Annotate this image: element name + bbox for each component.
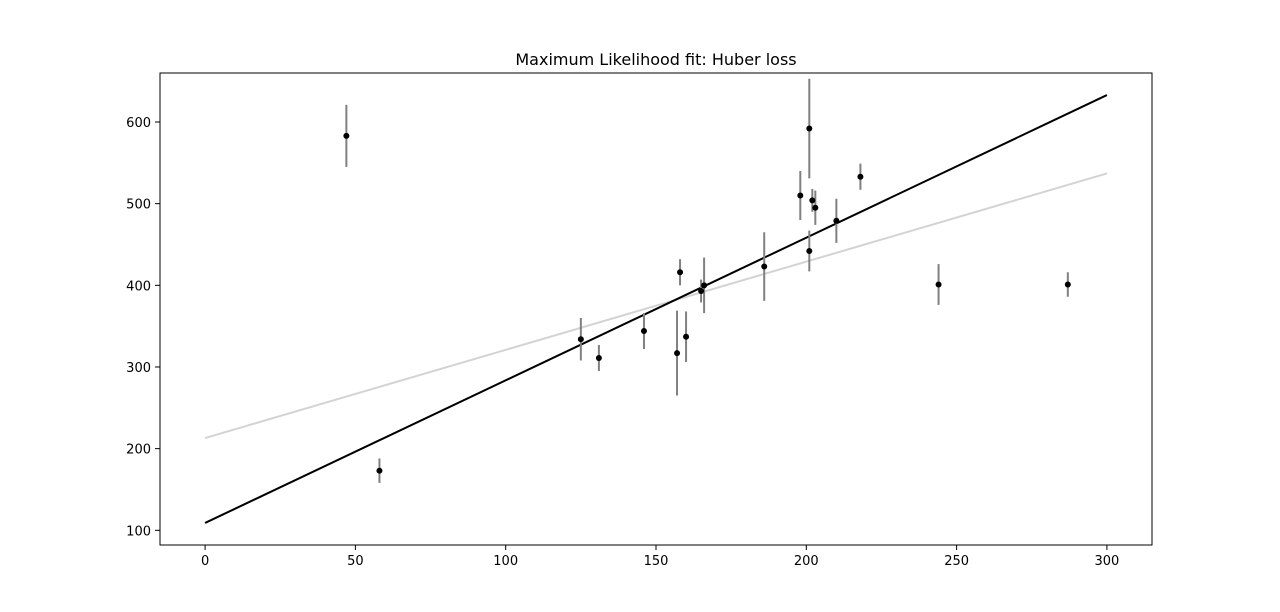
data-point (806, 248, 813, 255)
data-point (640, 328, 647, 335)
plot-area (204, 78, 1108, 524)
chart-title: Maximum Likelihood fit: Huber loss (515, 50, 796, 69)
data-point (343, 132, 350, 139)
data-point (577, 336, 584, 343)
data-point (761, 263, 768, 270)
data-point (809, 197, 816, 204)
y-tick-label: 500 (126, 198, 151, 213)
data-point (683, 333, 690, 340)
data-point (376, 467, 383, 474)
data-point (677, 269, 684, 276)
data-point (833, 217, 840, 224)
y-tick-label: 600 (126, 116, 151, 131)
data-point (857, 173, 864, 180)
x-tick-label: 200 (794, 554, 819, 569)
x-tick-label: 0 (201, 554, 209, 569)
data-point (806, 125, 813, 132)
data-point (935, 281, 942, 288)
x-tick-label: 100 (493, 554, 518, 569)
x-tick-label: 50 (347, 554, 364, 569)
data-point (698, 288, 705, 295)
y-tick-label: 300 (126, 361, 151, 376)
data-point (674, 350, 681, 357)
y-tick-label: 400 (126, 279, 151, 294)
data-point (701, 282, 708, 289)
axes: 0 50 100 150 200 250 300 100 200 300 400 500 600 (126, 72, 1153, 569)
data-point (595, 354, 602, 361)
reference-fit-line (204, 172, 1108, 439)
huber-fit-line (204, 94, 1108, 524)
y-tick-label: 100 (126, 524, 151, 539)
data-point (812, 204, 819, 211)
x-tick-label: 250 (944, 554, 969, 569)
data-point (797, 192, 804, 199)
x-tick-label: 150 (644, 554, 669, 569)
y-tick-label: 200 (126, 443, 151, 458)
data-point (1064, 281, 1071, 288)
x-tick-label: 300 (1094, 554, 1119, 569)
